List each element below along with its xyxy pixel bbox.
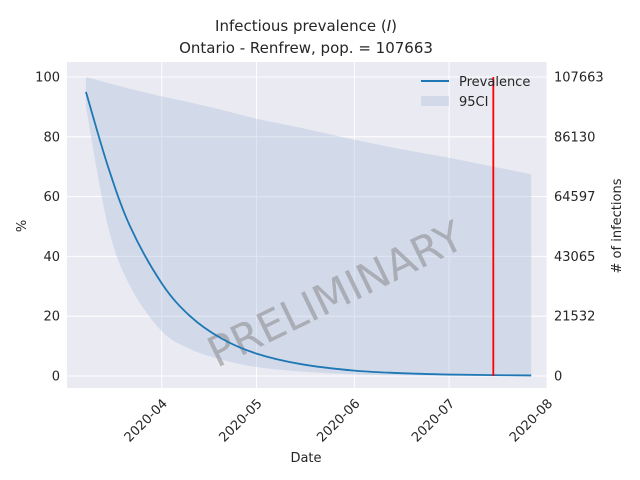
y-right-tick-label: 64597 — [554, 190, 595, 205]
series-line-prevalence — [85, 91, 532, 377]
grid-lines — [67, 62, 548, 388]
y-tick-label: 100 — [35, 70, 60, 85]
y-axis-left: 0 20 40 60 80 100 — [35, 70, 60, 384]
y-axis-label-right: # of infections — [610, 178, 625, 273]
y-tick-label: 20 — [43, 310, 60, 325]
chart-title-line1: Infectious prevalence (I) — [215, 17, 397, 35]
y-tick-label: 0 — [52, 370, 60, 385]
y-tick-label: 80 — [43, 130, 60, 145]
y-tick-label: 40 — [43, 250, 60, 265]
y-right-tick-label: 0 — [554, 370, 562, 385]
y-axis-label-left: % — [15, 220, 30, 232]
legend: Prevalence 95CI — [421, 75, 530, 110]
ci-band — [85, 76, 532, 376]
title-symbol: I — [387, 17, 392, 35]
y-tick-label: 60 — [43, 190, 60, 205]
y-right-tick-label: 21532 — [554, 310, 595, 325]
chart-title-line2: Ontario - Renfrew, pop. = 107663 — [179, 39, 433, 57]
title-suffix: ) — [391, 17, 397, 35]
legend-ci-label: 95CI — [459, 95, 488, 110]
legend-prevalence-label: Prevalence — [459, 75, 530, 90]
y-right-tick-label: 43065 — [554, 250, 595, 265]
y-axis-right: 0 21532 43065 64597 86130 107663 — [554, 70, 604, 384]
x-axis-label: Date — [290, 451, 321, 466]
plot-area — [67, 62, 547, 388]
legend-ci-swatch — [421, 96, 449, 106]
title-prefix: Infectious prevalence ( — [215, 17, 387, 35]
y-right-tick-label: 107663 — [554, 70, 604, 85]
series-layer — [85, 91, 532, 377]
y-right-tick-label: 86130 — [554, 130, 595, 145]
ci-band-layer — [85, 76, 532, 376]
